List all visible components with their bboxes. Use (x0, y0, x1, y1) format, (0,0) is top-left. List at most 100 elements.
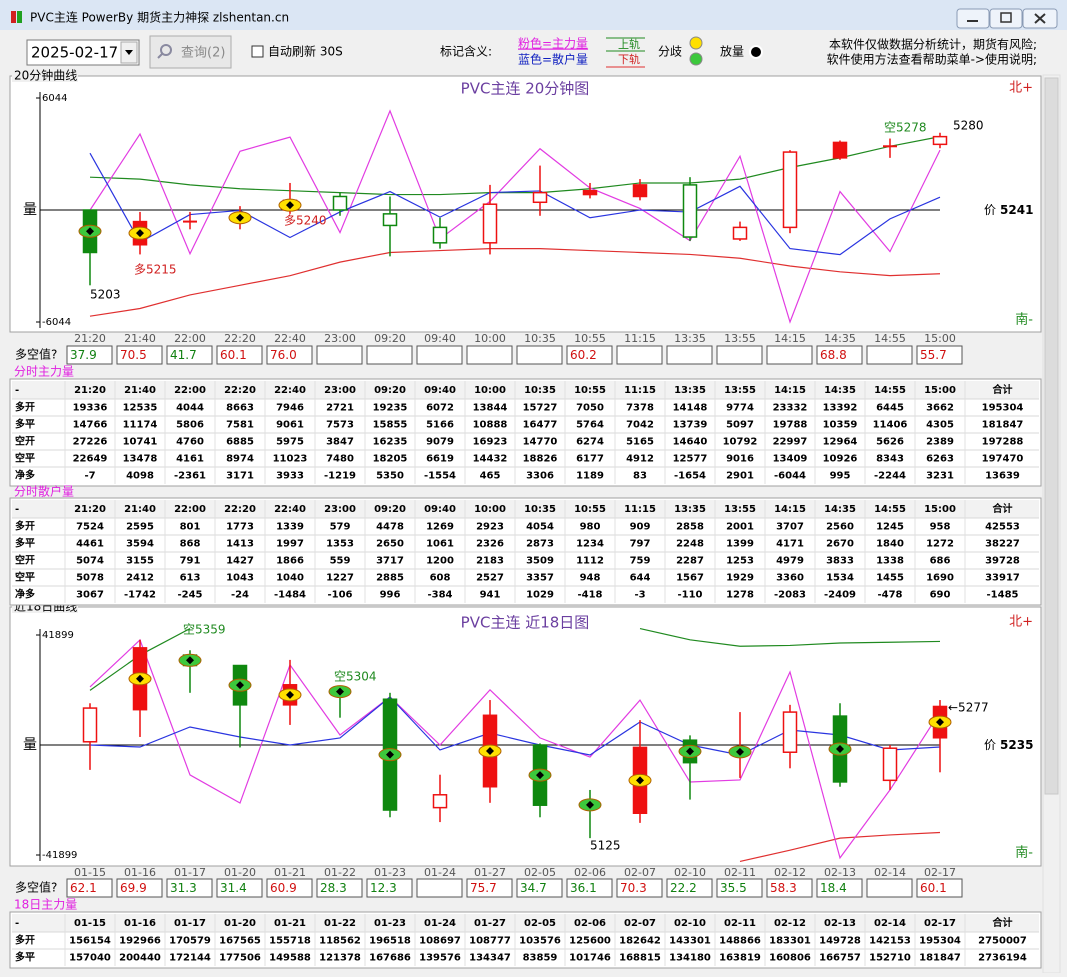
table-cell: 38227 (985, 539, 1020, 550)
table-cell: 101746 (569, 953, 611, 964)
table-cell: 1840 (876, 539, 904, 550)
minimize-button[interactable] (956, 8, 990, 29)
table-cell: 5975 (276, 437, 304, 448)
table-cell: 6274 (576, 437, 604, 448)
table-header-cell: 13:35 (674, 385, 706, 396)
table-cell: 168815 (619, 953, 661, 964)
table-cell: 16477 (523, 420, 558, 431)
table-header-cell: - (15, 385, 19, 396)
maximize-button[interactable] (989, 8, 1023, 29)
candle-body (682, 184, 698, 238)
table-cell: 2287 (676, 556, 704, 567)
table-cell: 10359 (823, 420, 858, 431)
table-header-cell: 01-20 (224, 918, 256, 929)
table-cell: 1245 (876, 522, 904, 533)
table-cell: 1253 (726, 556, 754, 567)
lower-rail-label: 下轨 (618, 52, 640, 66)
signal-marker-dot (236, 681, 244, 690)
volume-surge-dot (749, 45, 763, 59)
table-cell: 9079 (426, 437, 454, 448)
panel-label: 20分钟曲线 (14, 68, 77, 83)
legend-retail: 蓝色=散户量 (518, 52, 588, 67)
table-cell: 1040 (276, 573, 304, 584)
table-cell: 182642 (619, 936, 661, 947)
ratio-value: 58.3 (770, 881, 797, 895)
x-tick-label: 14:35 (824, 332, 856, 345)
candle-body (732, 226, 748, 240)
ratio-box (766, 345, 813, 365)
panel-label-bg (12, 70, 78, 82)
table-cell: 1413 (226, 539, 254, 550)
table-header-bg (12, 914, 1039, 932)
ratio-value: 60.1 (220, 348, 247, 362)
table-cell: 134347 (469, 953, 511, 964)
ratio-value: 28.3 (320, 881, 347, 895)
date-picker[interactable] (26, 39, 140, 66)
table-cell: 3306 (526, 471, 554, 482)
table-header-cell: 10:00 (474, 504, 506, 515)
ratio-value: 36.1 (570, 881, 597, 895)
table-cell: 空平 (15, 452, 35, 465)
table-cell: 3231 (926, 471, 954, 482)
x-tick-label: 23:00 (324, 332, 356, 345)
ratio-box (266, 878, 313, 898)
signal-marker-dot (836, 745, 844, 754)
ratio-box (766, 878, 813, 898)
table-cell: 3662 (926, 403, 954, 414)
candle-body (632, 184, 648, 198)
table-header-cell: 23:00 (324, 504, 356, 515)
table-cell: 7946 (276, 403, 304, 414)
table-cell: -1742 (124, 590, 156, 601)
price-annotation: 空5359 (183, 623, 226, 637)
table-cell: 108697 (419, 936, 461, 947)
table-cell: 5165 (626, 437, 654, 448)
table-cell: 108777 (469, 936, 511, 947)
table-cell: -384 (427, 590, 452, 601)
volume-line (89, 109, 941, 324)
price-label: 价 5241 (984, 203, 1033, 217)
table-cell: 8974 (226, 454, 254, 465)
table-header-cell: - (15, 504, 19, 515)
table-cell: 1269 (426, 522, 454, 533)
table-cell: 4161 (176, 454, 204, 465)
table-cell: 156154 (69, 936, 111, 947)
south-label: 南- (1015, 845, 1033, 861)
divergence-label: 分歧 (658, 45, 682, 59)
table-cell: 686 (930, 556, 951, 567)
signal-marker-dot (536, 771, 544, 780)
x-tick-label: 01-17 (174, 866, 206, 879)
table-label: 18日主力量 (14, 898, 77, 912)
x-tick-label: 01-24 (424, 866, 456, 879)
table-cell: 1866 (276, 556, 304, 567)
table-cell: 759 (630, 556, 651, 567)
auto-refresh-checkbox[interactable] (251, 45, 264, 58)
ratio-box (916, 878, 963, 898)
price-annotation: 空5304 (334, 670, 377, 684)
volume-line (89, 638, 941, 860)
scrollbar-thumb[interactable] (1044, 77, 1059, 795)
table-cell: 2873 (526, 539, 554, 550)
table-header-cell: 合计 (992, 502, 1013, 515)
x-tick-label: 01-27 (474, 866, 506, 879)
table-cell: 644 (630, 573, 651, 584)
signal-marker-dot (136, 229, 144, 238)
table-cell: -2083 (774, 590, 806, 601)
table-cell: 空开 (15, 554, 35, 567)
table-cell: 3594 (126, 539, 154, 550)
x-tick-label: 21:40 (124, 332, 156, 345)
table-cell: 多开 (15, 934, 35, 947)
ratio-box (166, 345, 213, 365)
query-button[interactable] (149, 35, 232, 69)
table-header-cell: 21:20 (74, 385, 106, 396)
ratio-box (866, 345, 913, 365)
y-axis-label: 量 (23, 737, 37, 753)
candle-body (782, 151, 798, 229)
candle-body (432, 226, 448, 244)
price-annotation: 5280 (953, 119, 984, 133)
ratio-value: 60.9 (270, 881, 297, 895)
dropdown-arrow (125, 50, 133, 55)
x-tick-label: 14:55 (874, 332, 906, 345)
table-cell: 18205 (373, 454, 408, 465)
table-cell: -2409 (824, 590, 856, 601)
table-cell: -478 (877, 590, 902, 601)
